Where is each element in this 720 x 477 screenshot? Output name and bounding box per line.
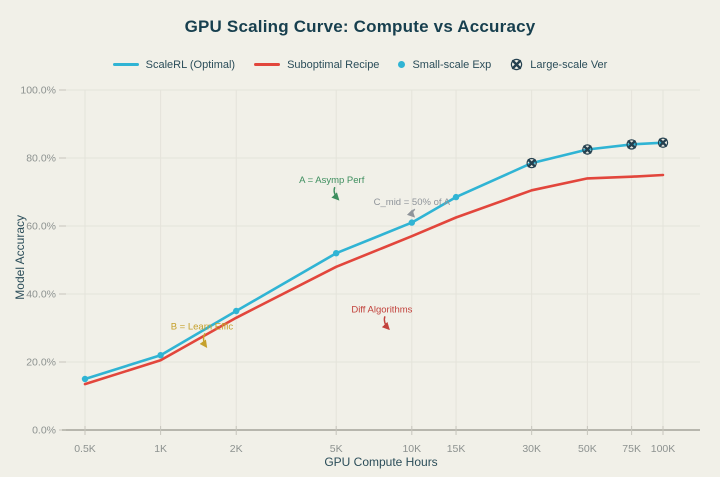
dot-marker-icon xyxy=(398,61,406,68)
x-tick-label: 1K xyxy=(154,443,167,455)
y-tick-label: 80.0% xyxy=(26,153,56,165)
x-tick-label: 100K xyxy=(651,443,676,455)
svg-text:Diff Algorithms: Diff Algorithms xyxy=(351,304,412,315)
x-axis-title: GPU Compute Hours xyxy=(324,455,438,469)
svg-text:C_mid = 50% of A: C_mid = 50% of A xyxy=(374,197,451,208)
y-tick-label: 60.0% xyxy=(26,221,56,233)
legend-item-small-scale[interactable]: Small-scale Exp xyxy=(398,59,491,71)
legend-label: ScaleRL (Optimal) xyxy=(145,58,236,71)
series-lines xyxy=(83,141,665,386)
y-axis-title: Model Accuracy xyxy=(13,215,27,300)
x-tick-label: 15K xyxy=(447,443,466,455)
legend: ScaleRL (Optimal) Suboptimal Recipe Smal… xyxy=(0,58,720,71)
y-tick-label: 40.0% xyxy=(26,289,56,301)
legend-item-suboptimal[interactable]: Suboptimal Recipe xyxy=(254,59,379,71)
axes: 0.5K 1K 2K 5K 10K 15K 30K 50K 75K 100K 0.0% 20.0% 40… xyxy=(20,85,700,455)
marker-group-dot xyxy=(81,193,460,383)
x-tick-label: 75K xyxy=(622,443,641,455)
legend-label: Large-scale Ver xyxy=(530,58,608,71)
y-tick-label: 20.0% xyxy=(26,357,56,369)
line-swatch-icon xyxy=(112,63,139,66)
svg-text:B = Learn Effic: B = Learn Effic xyxy=(171,321,234,332)
annotation-b-learn-effic: B = Learn Effic xyxy=(171,321,234,348)
annotation-a-asymp-perf: A = Asymp Perf xyxy=(299,175,365,201)
chart-title: GPU Scaling Curve: Compute vs Accuracy xyxy=(184,17,536,36)
legend-item-large-scale[interactable]: Large-scale Ver xyxy=(510,58,607,71)
annotation-diff-algorithms: Diff Algorithms xyxy=(351,304,413,331)
line-swatch-icon xyxy=(254,63,281,66)
annotation-c-mid-50-of-a: C_mid = 50% of A xyxy=(374,197,451,218)
series-line-suboptimal-recipe xyxy=(83,173,665,386)
y-tick-label: 0.0% xyxy=(32,425,56,437)
x-tick-label: 30K xyxy=(522,443,541,455)
x-tick-label: 0.5K xyxy=(74,443,96,455)
legend-label: Small-scale Exp xyxy=(412,58,492,71)
annotations: A = Asymp Perf C_mid = 50% of A B = Learn … xyxy=(171,175,451,348)
series-markers xyxy=(81,137,669,383)
y-tick-label: 100.0% xyxy=(20,85,56,97)
x-tick-label: 2K xyxy=(230,443,243,455)
legend-label: Suboptimal Recipe xyxy=(287,58,380,71)
legend-item-scalerl[interactable]: ScaleRL (Optimal) xyxy=(112,58,236,71)
svg-text:A = Asymp Perf: A = Asymp Perf xyxy=(299,175,365,186)
x-tick-label: 5K xyxy=(330,443,343,455)
series-line-scalerl-optimal- xyxy=(83,141,665,381)
marker-group-x-dot xyxy=(526,137,669,169)
x-tick-label: 50K xyxy=(578,443,597,455)
x-tick-label: 10K xyxy=(402,443,421,455)
gridlines xyxy=(62,89,700,430)
x-dot-marker-icon xyxy=(511,58,523,71)
